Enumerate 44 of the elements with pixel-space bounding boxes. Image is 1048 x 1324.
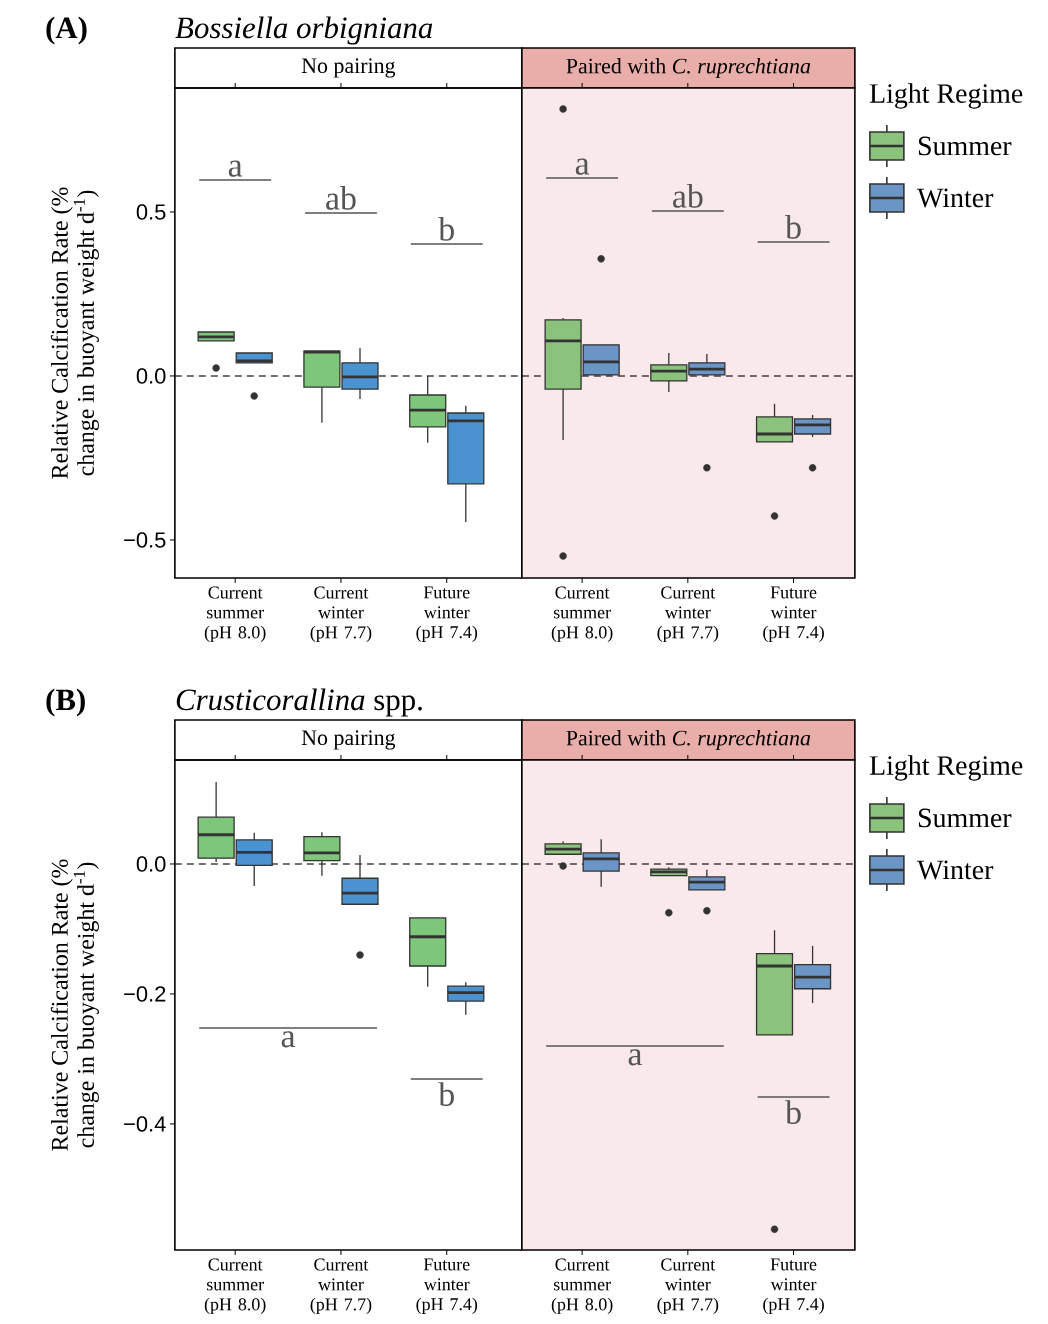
annotation: a	[281, 1031, 296, 1048]
legend-title: Light Regime	[869, 755, 1023, 781]
legend-label: Winter	[917, 860, 994, 880]
y-tick-label: −0.5	[124, 532, 166, 548]
annotation: b	[438, 1082, 454, 1107]
y-tick-label: 0.0	[136, 856, 166, 872]
annotation: a	[575, 158, 590, 175]
annotation: a	[228, 160, 243, 177]
x-tick-label: Current summer (pH 8.0)	[551, 586, 613, 643]
x-tick-label: Current winter (pH 7.7)	[657, 1258, 719, 1315]
annotation: b	[785, 214, 801, 239]
y-axis-title: Relative Calcification Rate (% change in buoyant weight d$^{-1}$)	[50, 859, 99, 1151]
legend-label: Summer	[918, 808, 1012, 828]
x-tick-label: Current summer (pH 8.0)	[204, 1258, 266, 1315]
x-tick-label: Future winter (pH 7.4)	[416, 586, 478, 642]
x-tick-label: Current winter (pH 7.7)	[657, 586, 719, 643]
x-tick-label: Current summer (pH 8.0)	[551, 1258, 613, 1315]
x-tick-label: Future winter (pH 7.4)	[416, 1258, 478, 1314]
legend-title: Light Regime	[869, 83, 1023, 109]
y-tick-label: 0.5	[136, 204, 166, 220]
chart-subtitle: Paired with C. ruprechtiana	[566, 730, 811, 750]
y-axis-title: Relative Calcification Rate (% change in buoyant weight d$^{-1}$)	[50, 187, 99, 479]
text: (B)	[46, 688, 85, 717]
y-tick-label: 0.0	[136, 368, 166, 384]
annotation: a	[628, 1049, 643, 1066]
chart-subtitle: No pairing	[301, 730, 396, 750]
x-tick-label: Current winter (pH 7.7)	[310, 1258, 372, 1315]
y-tick-label: −0.4	[124, 1116, 166, 1132]
x-tick-label: Current summer (pH 8.0)	[204, 586, 266, 643]
y-tick-label: −0.2	[124, 986, 166, 1002]
legend-label: Winter	[917, 188, 994, 208]
x-tick-label: Future winter (pH 7.4)	[763, 586, 824, 642]
chart-subtitle: Paired with C. ruprechtiana	[566, 58, 811, 78]
annotation: ab	[673, 183, 703, 208]
chart-title: Crusticorallina spp.	[176, 688, 422, 717]
annotation: ab	[326, 185, 356, 210]
x-tick-label: Future winter (pH 7.4)	[763, 1258, 824, 1314]
legend-label: Summer	[918, 136, 1012, 156]
x-tick-label: Current winter (pH 7.7)	[310, 586, 372, 643]
chart-title: Bossiella orbigniana	[175, 16, 433, 45]
text: (A)	[46, 16, 87, 45]
annotation: b	[785, 1100, 801, 1125]
annotation: b	[438, 216, 454, 241]
chart-subtitle: No pairing	[301, 58, 396, 78]
